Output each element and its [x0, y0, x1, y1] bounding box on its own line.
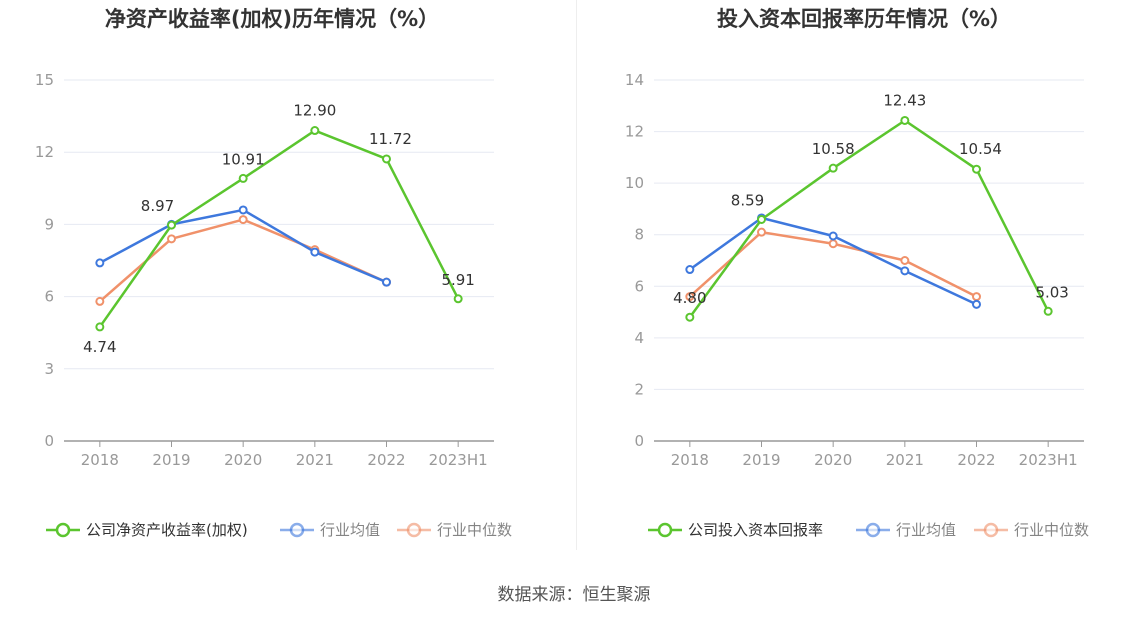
y-tick-label: 15 [35, 71, 54, 89]
data-label: 11.72 [369, 130, 412, 148]
x-tick-label: 2018 [671, 451, 709, 469]
data-label: 10.54 [959, 140, 1002, 158]
y-tick-label: 12 [625, 123, 644, 141]
data-point-company [310, 126, 320, 136]
series-line-avg [689, 216, 978, 306]
series-line-company [688, 119, 1050, 318]
y-tick-label: 0 [44, 432, 54, 450]
x-tick-label: 2021 [886, 451, 924, 469]
data-label: 8.97 [141, 197, 174, 215]
data-point-avg [95, 258, 105, 268]
legend-marker-company [55, 522, 71, 538]
y-tick-label: 2 [634, 380, 644, 398]
data-label: 10.91 [222, 150, 265, 168]
legend-marker-avg [289, 522, 305, 538]
chart-title: 净资产收益率(加权)历年情况（%） [105, 7, 439, 31]
data-point-median [757, 227, 766, 237]
x-tick-label: 2021 [296, 451, 334, 469]
data-point-avg [828, 231, 838, 241]
y-tick-label: 0 [634, 432, 644, 450]
x-tick-label: 2022 [367, 451, 405, 469]
y-tick-label: 6 [44, 288, 54, 306]
legend-label: 行业中位数 [437, 521, 512, 539]
data-point-company [757, 215, 766, 225]
legend-marker-median [406, 522, 422, 538]
data-point-company [685, 312, 695, 322]
legend-marker-median [983, 522, 999, 538]
panel-divider [576, 0, 577, 550]
data-point-median [238, 215, 248, 225]
data-point-avg [382, 277, 391, 287]
y-tick-label: 14 [625, 71, 644, 89]
data-label: 12.90 [293, 102, 336, 120]
y-tick-label: 10 [625, 174, 644, 192]
data-label: 5.91 [441, 271, 474, 289]
x-tick-label: 2020 [814, 451, 852, 469]
roic-chart: 投入资本回报率历年情况（%） 0 2 4 6 8 10 12 14 2018 2019 2020 202… [625, 7, 1089, 539]
x-tick-label: 2022 [957, 451, 995, 469]
data-label: 8.59 [731, 192, 764, 210]
legend-label: 公司投入资本回报率 [688, 521, 823, 539]
data-point-company [238, 173, 248, 183]
x-tick-label: 2020 [224, 451, 262, 469]
y-tick-label: 6 [634, 277, 644, 295]
legend-label: 行业均值 [320, 521, 380, 539]
data-point-median [685, 292, 695, 302]
data-point-company [453, 294, 463, 304]
data-point-median [95, 296, 105, 306]
x-tick-label: 2018 [81, 451, 119, 469]
y-tick-label: 8 [634, 226, 644, 244]
data-label: 10.58 [812, 140, 855, 158]
y-tick-label: 12 [35, 143, 54, 161]
data-source-note: 数据来源：恒生聚源 [497, 585, 651, 605]
data-point-company [167, 220, 176, 230]
x-tick-label: 2023H1 [1019, 451, 1078, 469]
data-point-median [900, 256, 910, 265]
data-point-avg [972, 299, 981, 309]
data-point-avg [685, 265, 695, 275]
data-point-median [972, 292, 981, 302]
chart-title: 投入资本回报率历年情况（%） [717, 7, 1011, 31]
legend-marker-avg [865, 522, 881, 538]
data-point-median [828, 239, 838, 249]
roe-chart: 净资产收益率(加权)历年情况（%） 0 3 6 9 12 15 2018 2019 2020 202… [35, 7, 512, 539]
data-label: 12.43 [883, 91, 926, 109]
data-point-company [382, 154, 391, 164]
data-point-company [828, 163, 838, 173]
data-point-avg [900, 266, 910, 276]
legend-label: 公司净资产收益率(加权) [86, 521, 248, 539]
data-point-avg [310, 247, 320, 257]
data-point-company [95, 322, 105, 332]
data-label: 4.80 [673, 289, 706, 307]
x-tick-label: 2019 [742, 451, 780, 469]
y-tick-label: 4 [634, 329, 644, 347]
data-point-median [167, 234, 176, 244]
data-point-company [1043, 306, 1053, 316]
data-label: 5.03 [1035, 283, 1068, 301]
legend-label: 行业均值 [896, 521, 956, 539]
data-label: 4.74 [83, 338, 116, 356]
x-tick-label: 2023H1 [429, 451, 488, 469]
x-tick-label: 2019 [152, 451, 190, 469]
y-tick-label: 9 [44, 215, 54, 233]
series-line-company [98, 129, 460, 328]
series-line-median [99, 218, 388, 303]
legend-marker-company [657, 522, 673, 538]
data-point-company [900, 115, 910, 125]
legend-label: 行业中位数 [1014, 521, 1089, 539]
y-tick-label: 3 [44, 360, 54, 378]
data-point-company [972, 164, 981, 174]
data-point-avg [238, 205, 248, 215]
